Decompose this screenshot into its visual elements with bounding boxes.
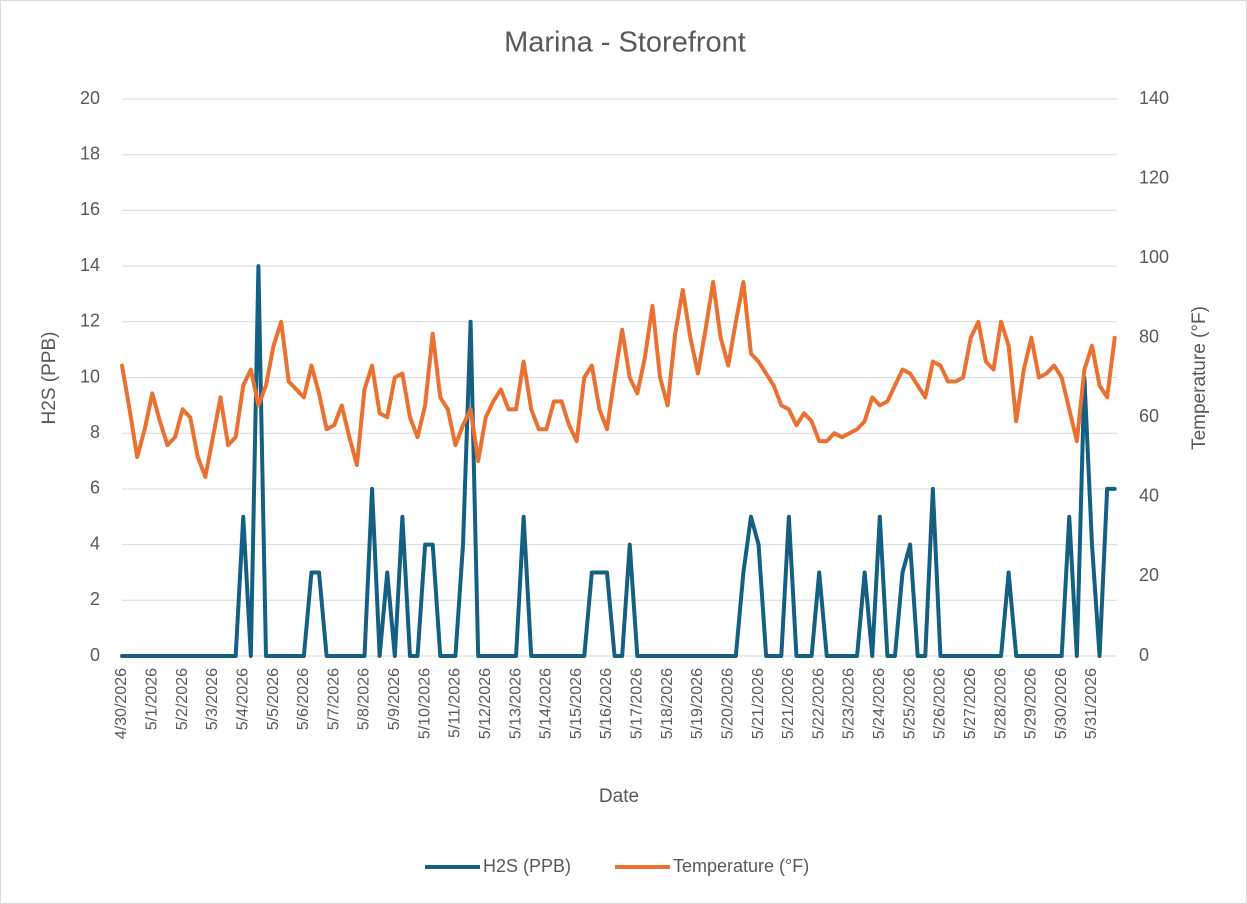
y2-axis-title: Temperature (°F) xyxy=(1189,306,1210,450)
x-tick-label: 5/27/2026 xyxy=(962,668,979,739)
legend-label: Temperature (°F) xyxy=(673,856,809,876)
x-tick-label: 5/21/2026 xyxy=(780,668,797,739)
y-tick-label: 4 xyxy=(90,533,100,553)
y-tick-label: 6 xyxy=(90,478,100,498)
y2-tick-label: 60 xyxy=(1139,406,1159,426)
y-tick-label: 18 xyxy=(80,143,100,163)
x-tick-label: 5/6/2026 xyxy=(295,668,312,730)
x-tick-label: 5/7/2026 xyxy=(325,668,342,730)
legend-label: H2S (PPB) xyxy=(483,856,571,876)
x-tick-label: 5/17/2026 xyxy=(629,668,646,739)
x-tick-label: 5/28/2026 xyxy=(992,668,1009,739)
x-tick-label: 5/11/2026 xyxy=(447,668,464,738)
y-tick-label: 16 xyxy=(80,199,100,219)
x-tick-label: 5/2/2026 xyxy=(174,668,191,730)
x-tick-label: 5/30/2026 xyxy=(1053,668,1070,739)
y-tick-label: 8 xyxy=(90,422,100,442)
y-tick-label: 14 xyxy=(80,255,100,275)
y-tick-label: 10 xyxy=(80,366,100,386)
x-tick-label: 5/8/2026 xyxy=(356,668,373,730)
y2-tick-label: 140 xyxy=(1139,88,1169,108)
x-tick-label: 5/1/2026 xyxy=(144,668,161,730)
x-tick-label: 5/21/2026 xyxy=(750,668,767,739)
y-tick-label: 20 xyxy=(80,88,100,108)
y-axis-title: H2S (PPB) xyxy=(39,332,60,425)
x-tick-label: 5/31/2026 xyxy=(1083,668,1100,739)
x-tick-label: 5/12/2026 xyxy=(477,668,494,739)
y2-tick-label: 120 xyxy=(1139,167,1169,187)
y2-tick-label: 80 xyxy=(1139,326,1159,346)
x-tick-label: 5/19/2026 xyxy=(689,668,706,739)
y2-tick-label: 20 xyxy=(1139,565,1159,585)
x-tick-label: 5/26/2026 xyxy=(932,668,949,739)
x-tick-label: 4/30/2026 xyxy=(113,668,130,739)
y2-tick-label: 40 xyxy=(1139,486,1159,506)
x-tick-label: 5/13/2026 xyxy=(507,668,524,739)
x-tick-label: 5/16/2026 xyxy=(598,668,615,739)
x-tick-label: 5/14/2026 xyxy=(538,668,555,739)
y-tick-label: 2 xyxy=(90,589,100,609)
x-axis-title: Date xyxy=(599,786,639,807)
y-tick-label: 0 xyxy=(90,645,100,665)
x-tick-label: 5/3/2026 xyxy=(204,668,221,730)
series-line xyxy=(120,264,1117,658)
x-tick-label: 5/15/2026 xyxy=(568,668,585,739)
x-tick-label: 5/24/2026 xyxy=(871,668,888,739)
x-tick-label: 5/25/2026 xyxy=(901,668,918,739)
x-tick-label: 5/23/2026 xyxy=(841,668,858,739)
x-tick-label: 5/20/2026 xyxy=(719,668,736,739)
x-tick-label: 5/4/2026 xyxy=(234,668,251,730)
x-tick-label: 5/22/2026 xyxy=(810,668,827,739)
x-tick-label: 5/29/2026 xyxy=(1023,668,1040,739)
x-tick-label: 5/10/2026 xyxy=(416,668,433,739)
series-line xyxy=(120,280,1117,479)
y2-tick-label: 0 xyxy=(1139,645,1149,665)
x-tick-label: 5/18/2026 xyxy=(659,668,676,739)
y-tick-label: 12 xyxy=(80,311,100,331)
x-tick-label: 5/9/2026 xyxy=(386,668,403,730)
y2-tick-label: 100 xyxy=(1139,247,1169,267)
chart-title: Marina - Storefront xyxy=(504,27,746,59)
x-tick-label: 5/5/2026 xyxy=(265,668,282,730)
